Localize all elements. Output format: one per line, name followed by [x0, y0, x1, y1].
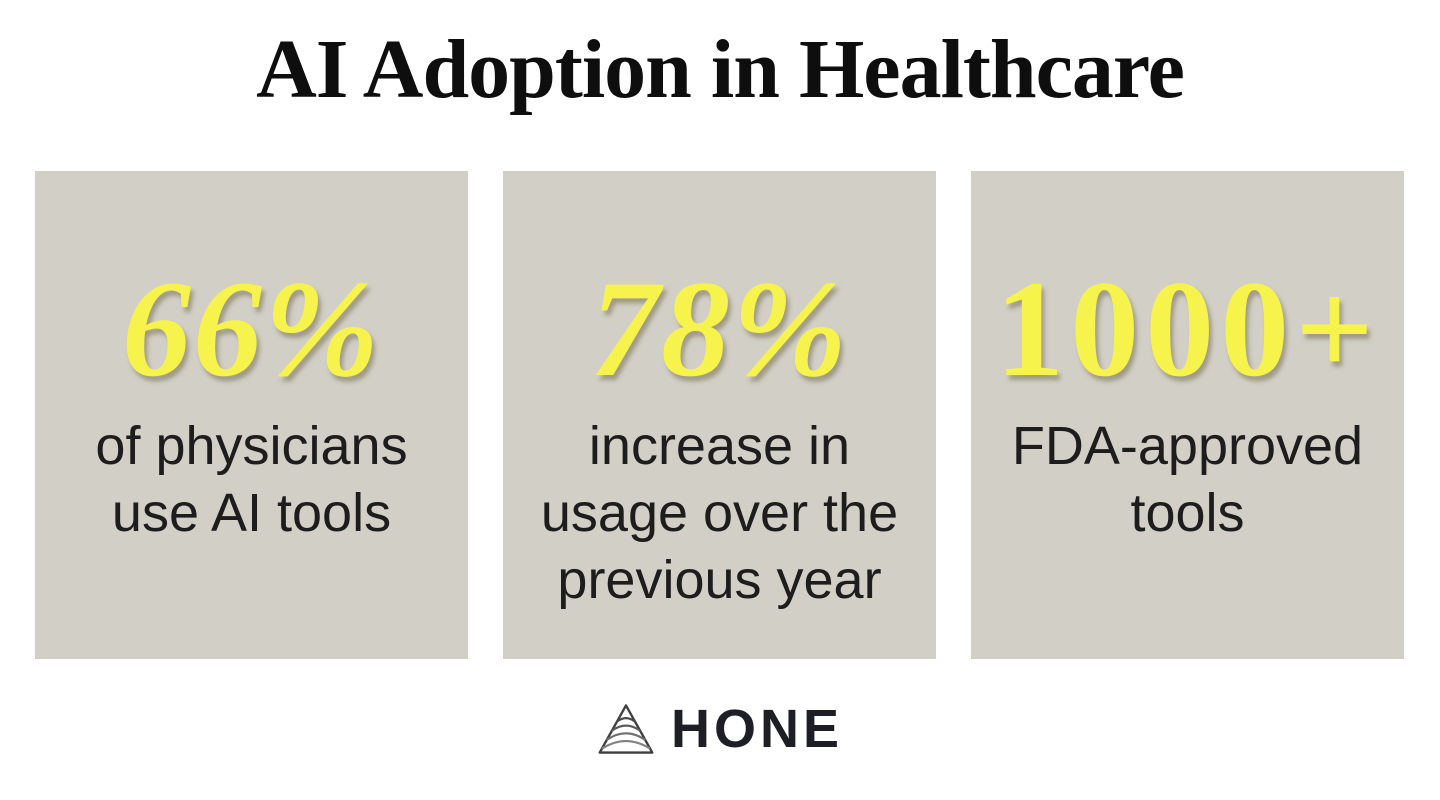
stat-cards-row: 66% of physicians use AI tools 78% incre…	[35, 171, 1404, 659]
stat-card-fda-tools: 1000+ FDA-approved tools	[971, 171, 1404, 659]
brand-name: HONE	[670, 699, 843, 759]
brand-footer: HONE	[0, 702, 1440, 756]
stat-card-usage-increase: 78% increase in usage over the previous …	[503, 171, 936, 659]
stat-label-usage-increase: increase in usage over the previous year	[540, 416, 899, 610]
stat-value-physicians: 66%	[122, 252, 381, 405]
stat-label-fda-tools: FDA-approved tools	[1011, 416, 1364, 543]
stat-label-physicians: of physicians use AI tools	[95, 416, 408, 543]
stat-value-fda-tools: 1000+	[995, 252, 1380, 405]
page-title: AI Adoption in Healthcare	[256, 23, 1185, 116]
stat-card-physicians: 66% of physicians use AI tools	[35, 171, 468, 659]
stat-value-usage-increase: 78%	[590, 252, 849, 405]
layered-triangle-icon	[597, 702, 655, 756]
